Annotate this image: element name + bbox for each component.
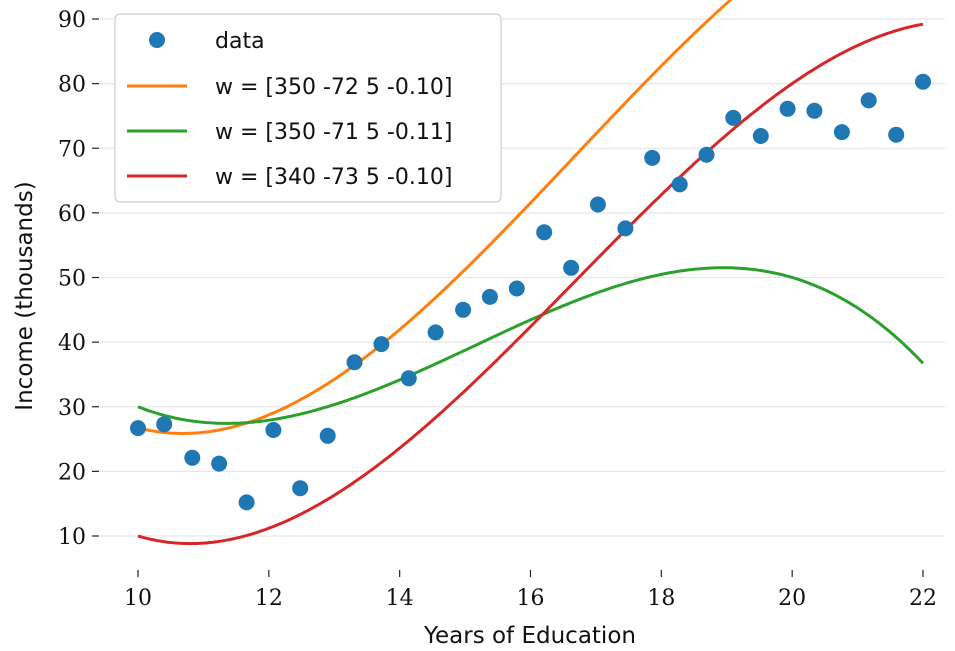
data-point [698,146,715,163]
series-line-0 [137,0,733,435]
y-tick-label: 10 [58,525,86,550]
data-point [833,124,850,141]
data-point [725,109,742,126]
x-tick-label: 20 [778,586,806,611]
data-point [860,92,877,109]
data-point [373,336,390,353]
x-tick-label: 22 [909,586,937,611]
data-point [589,196,606,213]
data-point [779,100,796,117]
data-point [211,455,228,472]
data-point [238,494,255,511]
x-axis-label: Years of Education [423,623,636,649]
data-point [292,480,309,497]
data-point [617,220,634,237]
legend-label-green: w = [350 -71 5 -0.11] [215,120,452,145]
data-point [184,449,201,466]
legend-label-orange: w = [350 -72 5 -0.10] [215,75,452,100]
x-tick-label: 12 [255,586,283,611]
data-point [806,102,823,119]
axis-ticks: 10 20 30 40 50 60 70 80 90 10 12 14 16 18 20 22 [58,8,937,611]
data-point [346,354,363,371]
y-tick-label: 20 [58,460,86,485]
legend-marker-data [149,32,165,48]
y-tick-label: 80 [58,73,86,98]
legend: data w = [350 -72 5 -0.10] w = [350 -71 … [114,13,502,203]
data-point [130,420,146,437]
y-axis-label: Income (thousands) [12,181,38,410]
data-point [536,224,553,241]
data-point [427,324,444,341]
data-point [455,301,472,318]
scatter-points [130,73,931,511]
legend-label-red: w = [340 -73 5 -0.10] [215,165,452,190]
y-tick-label: 40 [58,331,86,356]
data-point [752,128,769,144]
x-tick-label: 16 [517,586,545,611]
data-point [508,280,525,297]
series-line-2 [137,22,924,546]
data-point [563,259,580,276]
y-tick-label: 30 [58,396,86,421]
y-tick-label: 60 [58,202,86,227]
data-point [671,176,688,193]
series-line-1 [137,266,925,425]
data-point [319,427,336,444]
data-point [265,422,282,438]
data-point [644,149,661,166]
x-tick-label: 14 [386,586,414,611]
y-tick-label: 90 [58,8,86,33]
data-point [400,370,417,387]
x-tick-label: 18 [647,586,675,611]
data-point [915,73,931,90]
y-tick-label: 70 [58,137,86,162]
x-tick-label: 10 [124,586,152,611]
y-tick-label: 50 [58,267,86,292]
series-lines [137,0,925,546]
legend-label-data: data [215,29,265,54]
legend-box [114,13,502,203]
data-point [888,126,905,143]
data-point [481,288,498,305]
data-point [156,416,173,433]
